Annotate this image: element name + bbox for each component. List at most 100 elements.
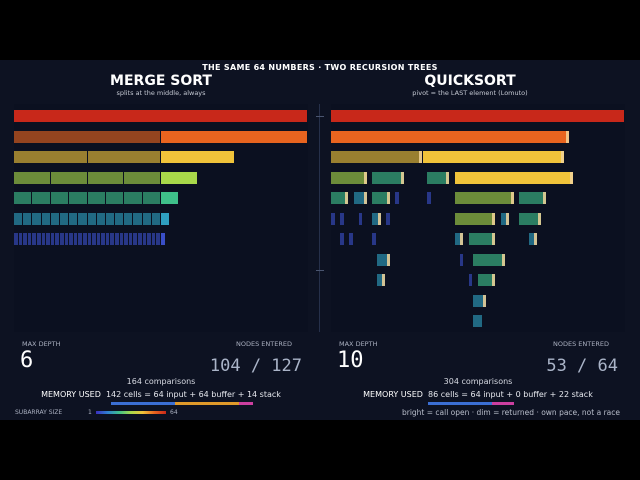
subarray-size-gradient: [96, 411, 166, 414]
merge-node: [161, 130, 307, 143]
quick-node: [331, 110, 624, 122]
quick-node: [500, 212, 510, 225]
merge-node: [110, 233, 115, 245]
quick-node: [395, 192, 399, 204]
merge-node: [50, 171, 87, 184]
merge-node: [142, 192, 160, 204]
pivot-marker: [492, 212, 496, 225]
quicksort-subtitle: pivot = the LAST element (Lomuto): [412, 89, 528, 97]
panel-divider: [319, 104, 320, 332]
merge-sort-subtitle: splits at the middle, always: [116, 89, 206, 97]
merge-node: [36, 233, 41, 245]
quick-memory-stack-bar: [492, 402, 514, 405]
page-title: THE SAME 64 NUMBERS · TWO RECURSION TREE…: [202, 63, 438, 72]
merge-node: [124, 171, 160, 184]
merge-node: [23, 212, 32, 225]
quick-max-depth-label: MAX DEPTH: [339, 340, 378, 348]
merge-node: [161, 151, 234, 163]
quick-node: [427, 192, 432, 204]
quick-node: [331, 130, 569, 143]
quick-node: [372, 212, 381, 225]
merge-node: [128, 233, 133, 245]
merge-node: [14, 233, 18, 245]
pivot-marker: [483, 294, 487, 307]
merge-node: [41, 212, 50, 225]
quick-node: [340, 212, 344, 225]
pivot-marker: [561, 151, 565, 163]
merge-node: [27, 233, 32, 245]
quick-node: [331, 151, 422, 163]
quick-node: [331, 192, 349, 204]
pivot-marker: [400, 171, 404, 184]
merge-node: [32, 192, 50, 204]
pivot-marker: [570, 171, 574, 184]
merge-node: [14, 130, 160, 143]
quicksort-title: QUICKSORT: [424, 73, 516, 89]
merge-node: [138, 233, 142, 245]
quick-node: [376, 253, 390, 266]
quick-node: [349, 233, 353, 245]
merge-node: [105, 192, 124, 204]
quick-node: [459, 253, 464, 266]
pivot-marker: [492, 274, 496, 286]
merge-node: [55, 233, 59, 245]
merge-node: [92, 233, 96, 245]
quick-node: [376, 274, 386, 286]
merge-node: [14, 151, 87, 163]
footer-legend: bright = call open · dim = returned · ow…: [401, 408, 620, 417]
merge-node: [142, 233, 147, 245]
merge-node: [14, 212, 23, 225]
merge-node: [124, 192, 142, 204]
pivot-marker: [363, 171, 367, 184]
pivot-marker: [345, 192, 349, 204]
merge-node: [69, 212, 78, 225]
merge-node: [69, 192, 87, 204]
merge-node: [78, 212, 87, 225]
merge-node: [105, 212, 115, 225]
merge-node: [64, 233, 69, 245]
merge-node: [115, 233, 119, 245]
quick-node: [519, 192, 546, 204]
merge-node: [50, 192, 69, 204]
quick-node: [528, 233, 537, 245]
quick-node: [468, 274, 473, 286]
merge-node: [14, 171, 50, 184]
merge-node: [73, 233, 78, 245]
quick-node: [455, 212, 496, 225]
quick-nodes-value: 53 / 64: [546, 356, 618, 376]
merge-node: [151, 233, 156, 245]
pivot-marker: [538, 212, 542, 225]
quick-node: [372, 171, 404, 184]
merge-node: [142, 212, 151, 225]
merge-node: [23, 233, 27, 245]
quick-node: [455, 171, 574, 184]
pivot-marker: [418, 151, 422, 163]
pivot-marker: [542, 192, 546, 204]
merge-node: [161, 212, 170, 225]
quick-node: [455, 233, 464, 245]
merge-max-depth-label: MAX DEPTH: [22, 340, 61, 348]
merge-sort-tree: [14, 104, 308, 332]
merge-node: [32, 233, 36, 245]
merge-node: [87, 212, 96, 225]
merge-memory-value: 142 cells = 64 input + 64 buffer + 14 st…: [105, 390, 281, 399]
merge-node: [124, 212, 133, 225]
quick-node: [473, 253, 505, 266]
merge-node: [161, 233, 165, 245]
quick-memory: MEMORY USED 86 cells = 64 input + 0 buff…: [328, 390, 628, 399]
merge-node: [119, 233, 124, 245]
divider-tick: [316, 270, 324, 271]
quick-node: [427, 171, 450, 184]
quick-comparisons: 304 comparisons: [443, 377, 513, 386]
quick-max-depth-value: 10: [337, 348, 364, 373]
merge-node: [156, 233, 160, 245]
pivot-marker: [565, 130, 569, 143]
merge-memory-buffer-bar: [175, 402, 239, 405]
quick-node: [455, 192, 514, 204]
pivot-marker: [377, 212, 381, 225]
merge-node: [115, 212, 124, 225]
quick-node: [372, 233, 376, 245]
quick-memory-key: MEMORY USED: [363, 390, 423, 399]
pivot-marker: [386, 253, 390, 266]
pivot-marker: [510, 192, 514, 204]
